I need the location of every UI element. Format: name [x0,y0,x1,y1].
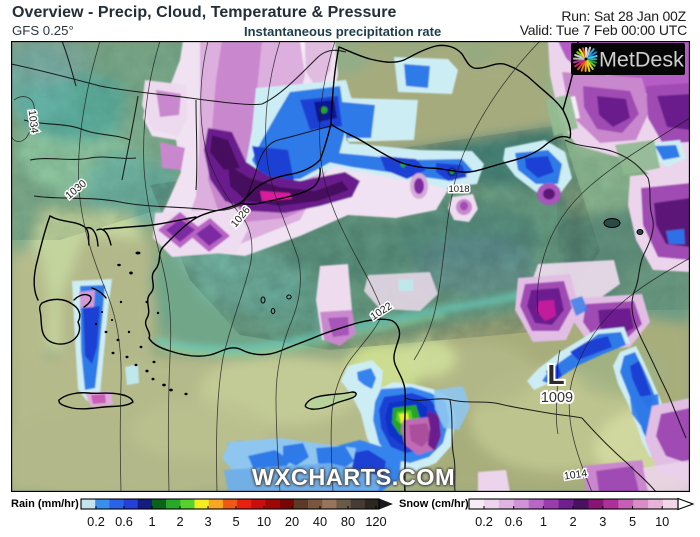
svg-text:1018: 1018 [448,184,469,195]
svg-text:1014: 1014 [563,467,588,482]
svg-text:MetDesk: MetDesk [599,48,684,72]
svg-text:1034: 1034 [26,109,41,134]
svg-text:L: L [547,359,564,390]
svg-text:1009: 1009 [541,390,573,406]
